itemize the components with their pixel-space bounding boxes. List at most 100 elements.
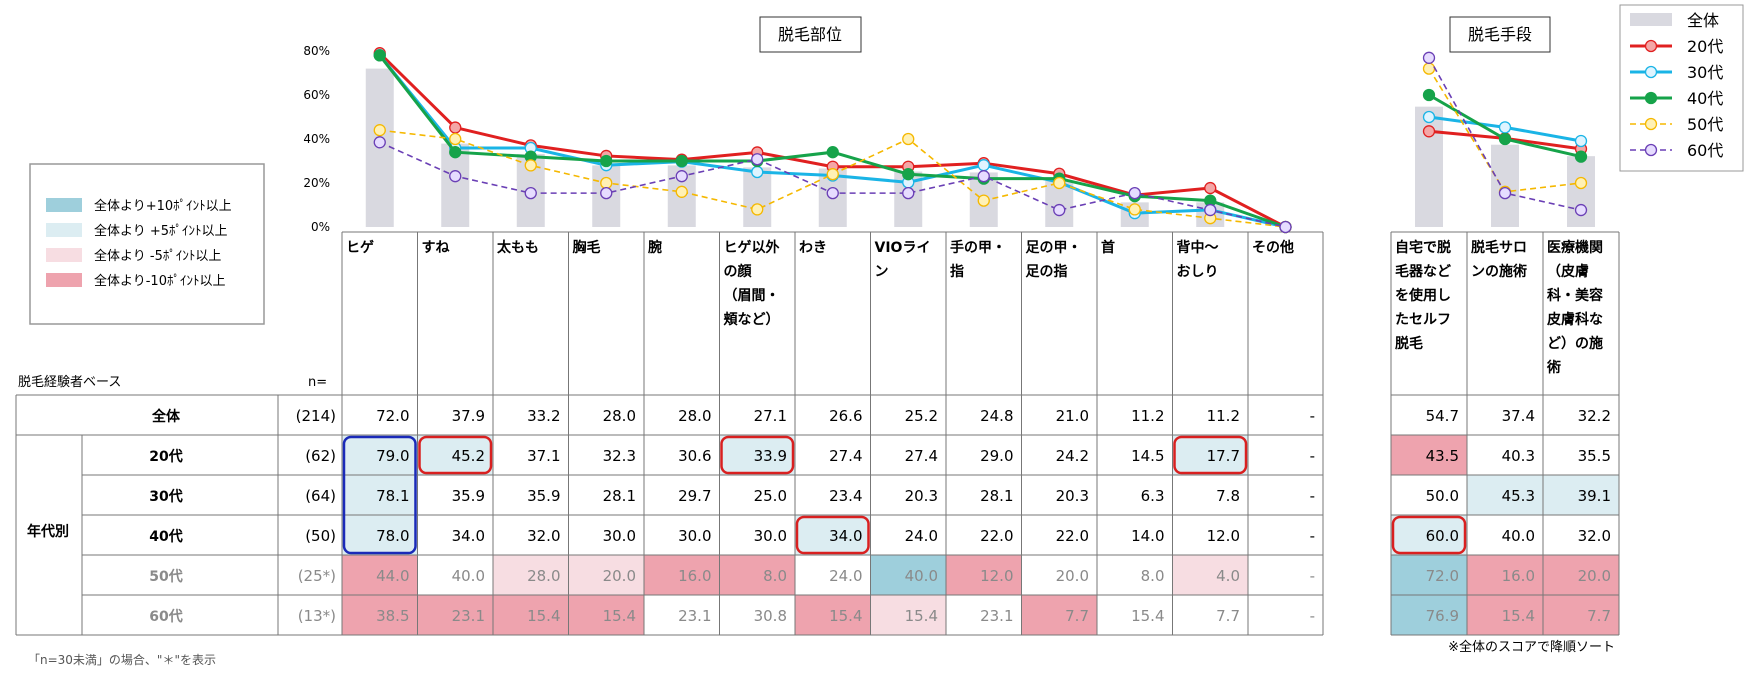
y-tick-label: 20% [303,176,330,190]
legend-marker [1644,65,1658,79]
header-line-text: 医療機関 [1547,239,1603,256]
series-point [1204,181,1217,195]
table-grid [15,231,1620,636]
legend-swatch [46,198,82,212]
cell-value: - [1310,487,1315,505]
cell-value: 24.2 [1056,447,1089,465]
left-chart-title-box [759,16,862,53]
series-point [977,194,990,207]
cell-shade [1391,515,1467,555]
right-chart-title: 脱毛手段 [1468,25,1532,44]
header-line-text: VIOライ [875,240,931,256]
header-line-text: 科・美容 [1547,287,1603,304]
cell-value: 40.0 [905,567,938,585]
series-point [902,168,915,181]
cell-value: 20.3 [1056,487,1089,505]
cell-value: 30.0 [603,527,636,545]
y-tick-label: 80% [303,44,330,58]
col-header: 手の甲・指 [950,239,1006,280]
cell-value: 33.2 [527,407,560,425]
series-point [977,159,990,172]
cell-shade [342,555,418,595]
col-header: 胸毛 [573,239,601,256]
cell-value: 34.0 [829,527,862,545]
cell-value: 37.1 [527,447,560,465]
cell-value: 23.1 [980,607,1013,625]
series-point [675,154,688,168]
cell-value: 21.0 [1056,407,1089,425]
cell-value: 39.1 [1578,487,1611,505]
cell-value: 30.6 [678,447,711,465]
cell-value: - [1310,407,1315,425]
n-label: n= [308,375,327,390]
cell-value: 15.4 [603,607,636,625]
cell-shade [1543,595,1619,635]
header-line-text: 手の甲・ [950,239,1006,256]
cell-value: 30.8 [754,607,787,625]
cell-shade [1172,555,1248,595]
cell-value: 28.1 [603,487,636,505]
cell-value: 45.2 [452,447,485,465]
left-chart-title: 脱毛部位 [778,25,842,44]
cell-value: 40.0 [1502,527,1535,545]
row-label: 60代 [149,608,182,625]
header-line-text: 胸毛 [573,239,601,256]
series-point [600,186,613,200]
cell-value: 4.0 [1216,567,1240,585]
cell-value: 22.0 [1056,527,1089,545]
cell-value: 27.4 [829,447,862,465]
cell-value: 11.2 [1207,407,1240,425]
legend-label: 全体より+10ﾎﾟｲﾝﾄ以上 [94,198,232,214]
cell-value: 72.0 [376,407,409,425]
cell-value: - [1310,447,1315,465]
cell-shade [870,555,946,595]
legend-marker [1644,39,1658,53]
cell-value: 22.0 [980,527,1013,545]
lines-layer [373,47,1588,234]
cell-value: 32.2 [1578,407,1611,425]
legend-label: 全体より -5ﾎﾟｲﾝﾄ以上 [94,248,221,264]
cell-value: 28.0 [678,407,711,425]
legend-series-label: 60代 [1687,141,1723,160]
cell-value: 35.9 [527,487,560,505]
cell-value: 43.5 [1426,447,1459,465]
header-line-text: わき [799,240,827,256]
cell-shade [342,475,418,515]
cell-value: 24.8 [980,407,1013,425]
cell-value: 24.0 [905,527,938,545]
row-n: (25*) [298,567,336,585]
row-label: 全体 [151,408,181,425]
legend-bar-swatch [1630,13,1672,26]
cell-value: 29.7 [678,487,711,505]
header-line-text: ン [875,264,889,280]
cell-value: 27.4 [905,447,938,465]
cell-shade [1391,435,1467,475]
cell-shading-layer [342,435,1619,635]
row-label: 50代 [149,568,182,585]
header-line-text: 足の指 [1026,263,1068,280]
cell-value: 14.5 [1131,447,1164,465]
row-label: 20代 [149,448,182,465]
header-line-text: その他 [1252,239,1294,256]
cell-value: 28.0 [603,407,636,425]
y-tick-label: 40% [303,132,330,146]
series-point [1498,121,1512,134]
cell-value: 16.0 [678,567,711,585]
cell-value: 30.0 [754,527,787,545]
cell-value: 45.3 [1502,487,1535,505]
header-line-text: ンの施術 [1471,263,1527,280]
cell-value: 44.0 [376,567,409,585]
col-header: すね [422,240,450,256]
series-point [524,159,537,172]
cell-value: 8.0 [763,567,787,585]
legend-marker [1644,91,1658,105]
cell-value: 25.0 [754,487,787,505]
header-line-text: を使用し [1395,287,1451,304]
col-header: その他 [1252,239,1294,256]
cell-value: 35.5 [1578,447,1611,465]
series-point [449,121,462,134]
cell-value: - [1310,527,1315,545]
cell-value: 40.3 [1502,447,1535,465]
cell-value: 20.0 [1578,567,1611,585]
legend-series-label: 全体 [1687,11,1719,30]
